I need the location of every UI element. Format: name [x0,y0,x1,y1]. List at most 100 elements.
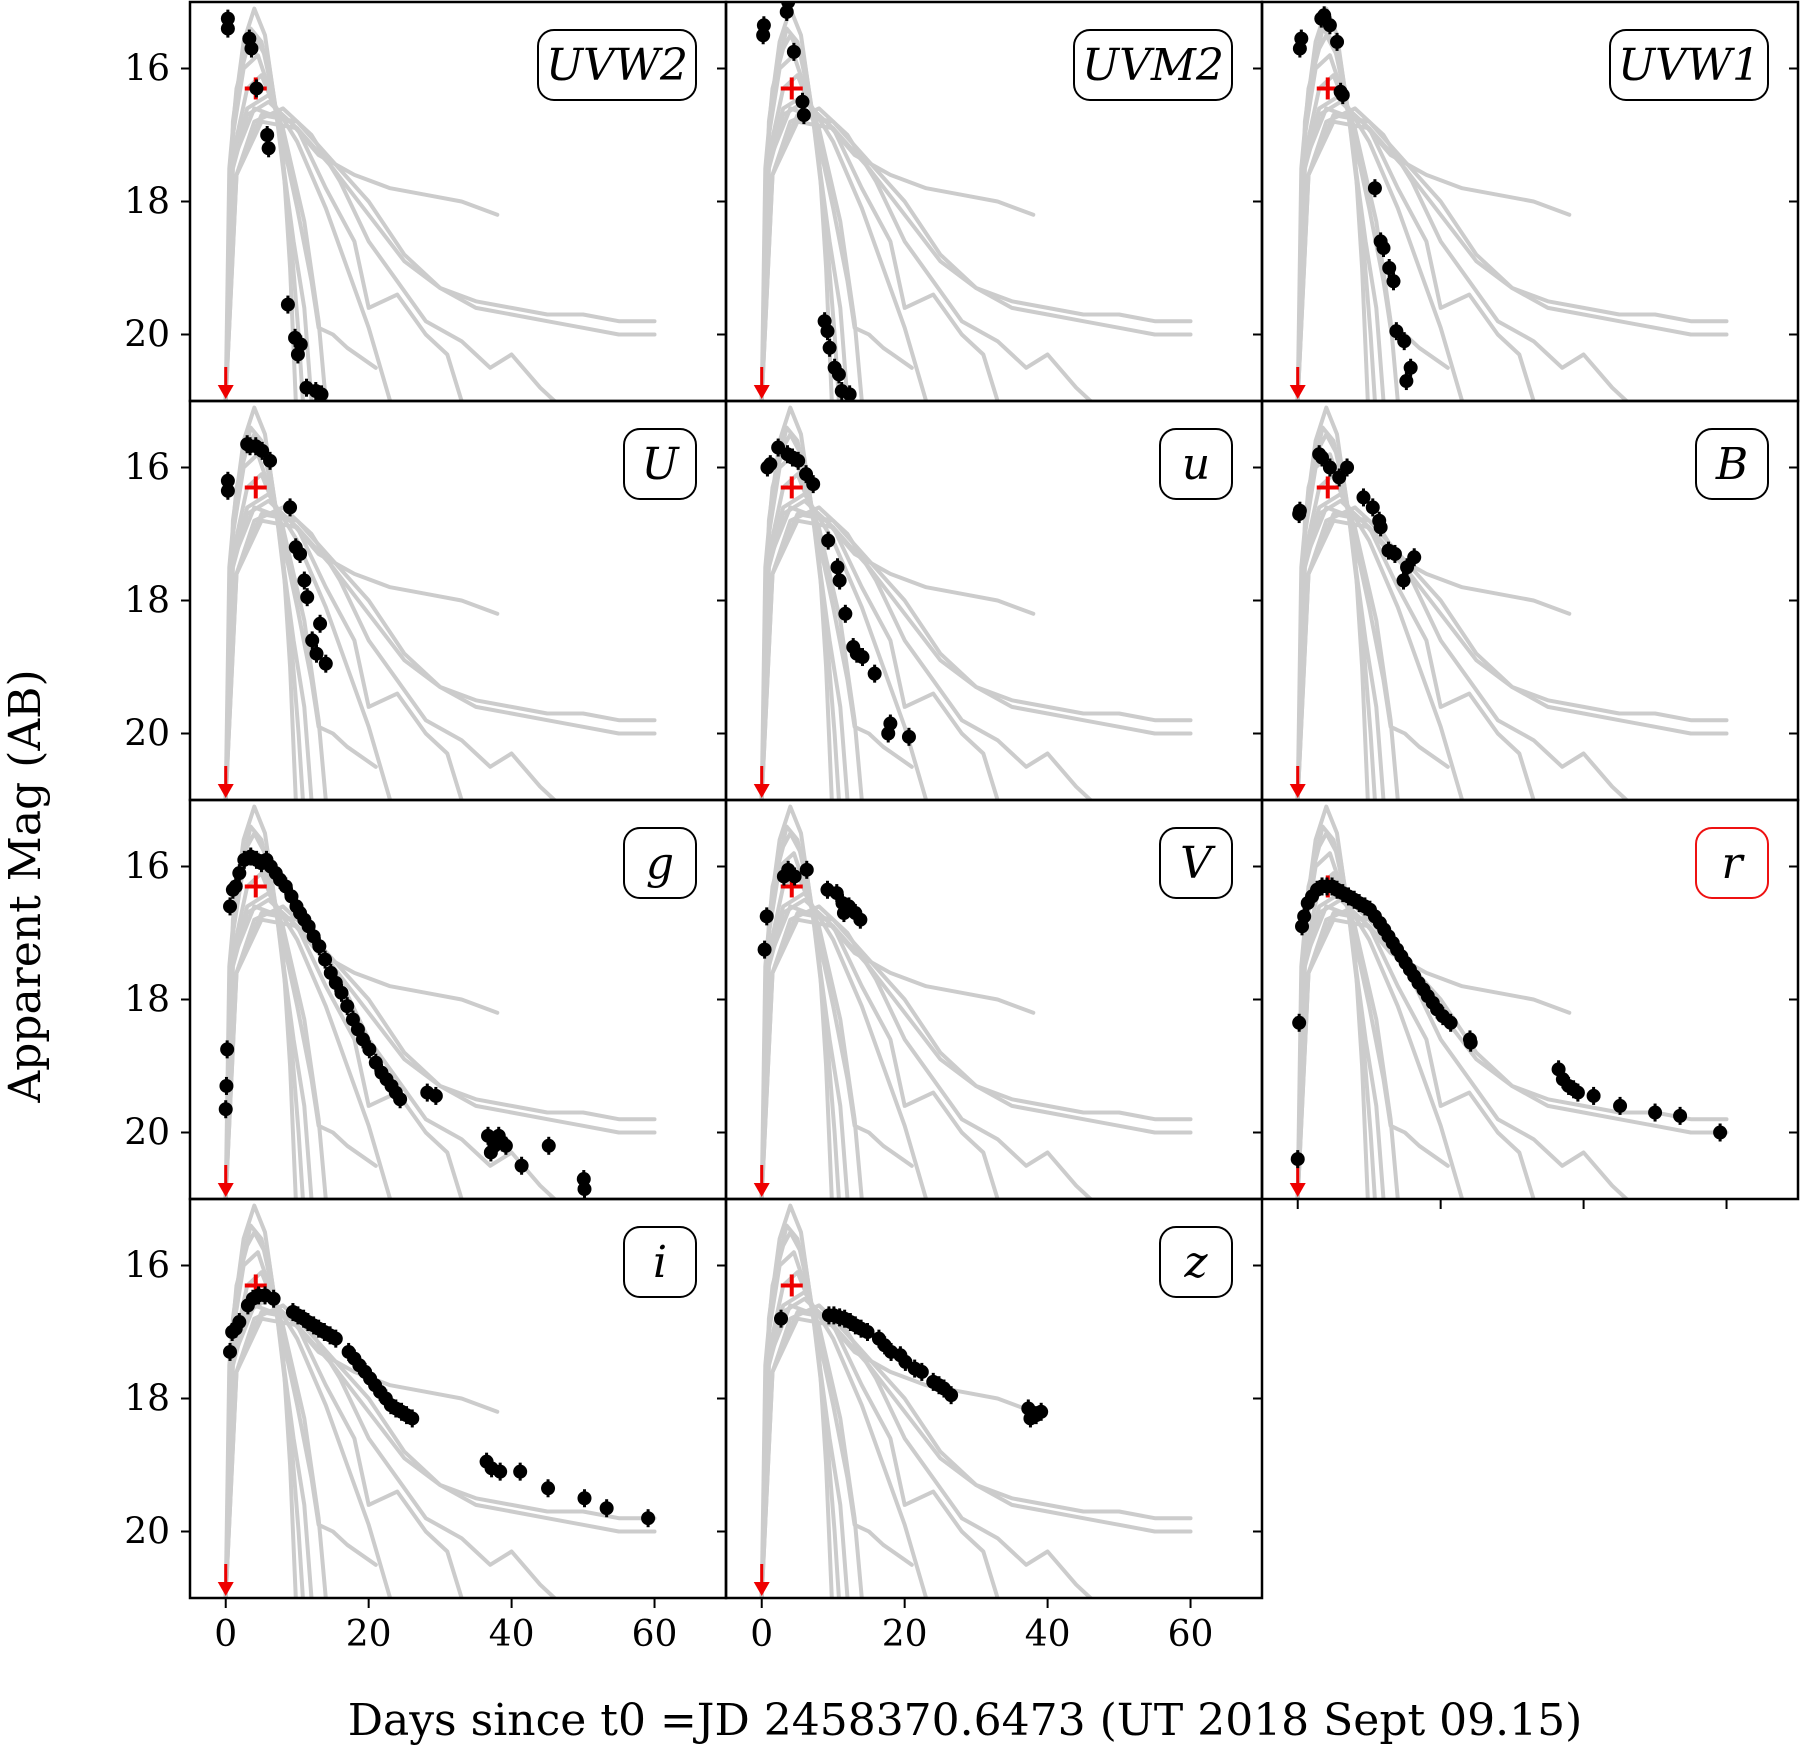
template-curve [1295,518,1729,800]
template-curve [1295,119,1729,401]
data-point [228,879,243,894]
data-point [405,1411,420,1426]
panel-z: z [717,1197,1264,1600]
band-label-frame [1609,29,1769,101]
x-tick-label: 0 [214,1614,237,1655]
data-point [223,1344,238,1359]
data-point [280,297,295,312]
data-point [821,533,836,548]
template-curves [1295,804,1729,1199]
data-point [297,573,312,588]
data-point [1330,34,1345,49]
template-curve [223,512,657,800]
data-point [853,912,868,927]
peak-marker [780,77,803,100]
template-curve [1295,405,1386,800]
data-point [263,453,278,468]
data-point [249,81,264,96]
band-label-frame [537,29,697,101]
data-point [799,862,814,877]
data-point [1463,1035,1478,1050]
template-curve [223,53,378,401]
template-curve [223,1296,464,1598]
band-label-frame [1695,827,1769,899]
template-curve [223,405,314,800]
upper-limit-arrow [1289,367,1306,399]
data-point [1399,374,1414,389]
template-curve [759,518,1193,800]
data-point [340,999,355,1014]
data-point [838,606,853,621]
data-point [1315,450,1330,465]
template-curve [223,1203,314,1598]
data-point [1382,261,1397,275]
data-point [1292,503,1307,518]
template-curve [223,6,314,401]
template-curve [1295,498,1536,800]
data-points [1290,877,1728,1169]
band-label-box: z [1159,1226,1233,1298]
template-curve [1295,113,1729,401]
data-point [831,367,846,382]
x-tick-label: 60 [1168,1614,1214,1655]
template-curves [223,6,657,401]
data-point [355,1032,370,1047]
data-points [220,9,329,401]
template-curve [223,113,657,401]
template-curves [759,1203,1193,1598]
template-curve [1295,452,1450,800]
upper-limit-arrow-head [217,385,234,399]
template-curve [759,505,1093,800]
template-curve [759,1203,850,1598]
data-point [313,616,328,631]
template-curve [223,904,557,1199]
band-label-box: UVW1 [1609,29,1769,101]
band-label: z [1183,1237,1208,1288]
data-point [599,1501,614,1516]
data-point [914,1364,929,1379]
template-curves [223,1203,657,1598]
panel-g: 16 18 20 g [124,798,728,1201]
data-point [756,28,771,43]
template-curve [223,911,657,1199]
data-point [781,2,796,9]
template-curve [1295,917,1729,1199]
upper-limit-arrow-head [753,784,770,798]
data-point [1586,1088,1601,1103]
data-point [1713,1125,1728,1140]
data-points [223,1286,656,1528]
template-curves [1295,405,1729,800]
data-point [1356,490,1371,505]
template-curve [223,1250,378,1598]
data-point [1648,1105,1663,1120]
data-point [481,1128,496,1143]
template-curve [223,99,464,401]
data-points [218,847,592,1199]
template-curve [759,1303,1036,1598]
peak-marker [780,1274,803,1297]
x-tick-label: 0 [750,1614,773,1655]
data-point [498,1138,513,1153]
data-point [223,899,238,914]
data-point [1365,500,1380,515]
y-tick-label: 18 [124,182,170,223]
band-label: r [1721,838,1745,889]
data-point [820,324,835,339]
peak-marker [1316,476,1339,499]
data-point [1386,274,1401,289]
y-tick-label: 18 [124,1379,170,1420]
band-label-box: UVW2 [537,29,697,101]
panel-v: V [717,798,1264,1201]
panel-b: B [1253,399,1800,802]
data-point [220,21,235,36]
template-curve [759,1316,1193,1598]
y-tick-label: 20 [124,1113,170,1154]
template-curves [223,804,657,1199]
upper-limit-arrow [217,367,234,399]
data-point [577,1182,592,1197]
data-point [1396,573,1411,588]
data-points [756,2,857,401]
template-curve [223,452,378,800]
band-label-frame [1695,428,1769,500]
band-label-box: B [1695,428,1769,500]
